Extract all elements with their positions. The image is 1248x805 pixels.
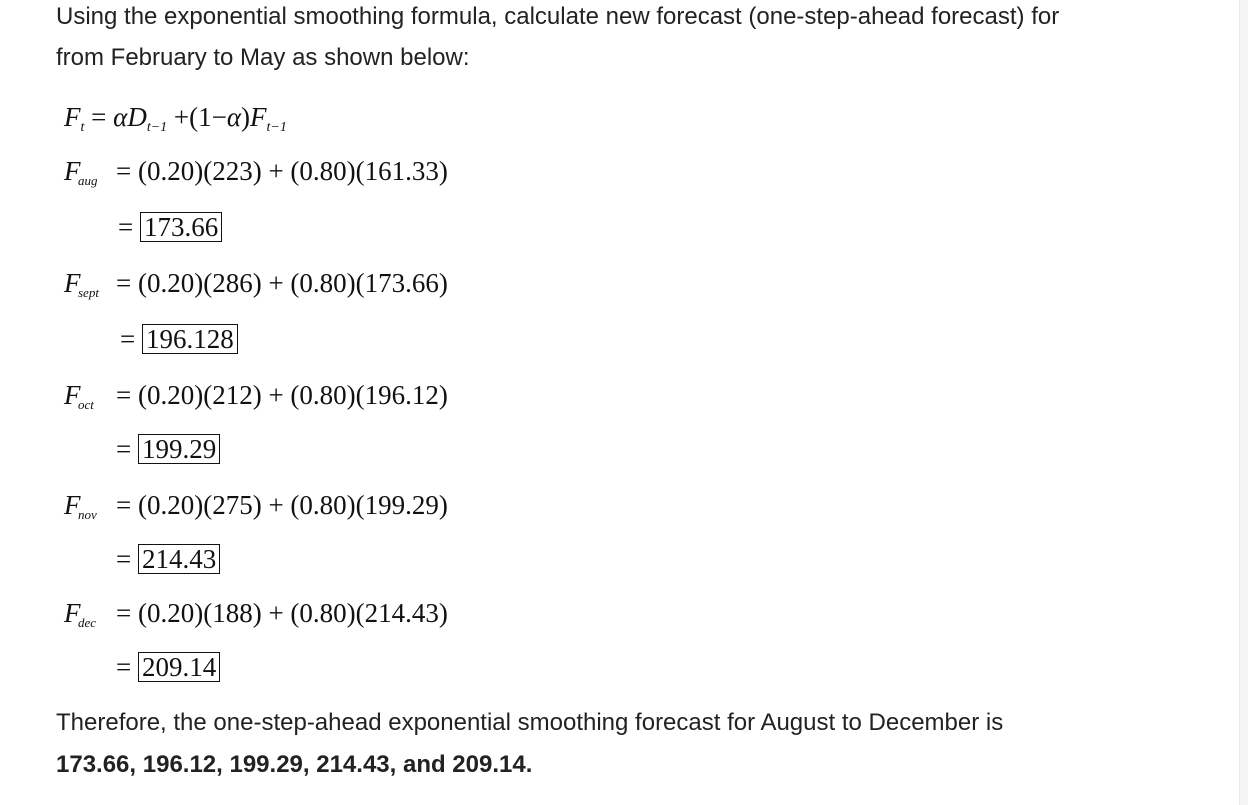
formula-lhs: F — [64, 102, 81, 132]
formula-d: D — [127, 102, 147, 132]
boxed-result: 199.29 — [137, 434, 221, 464]
eq-sign: = — [116, 434, 132, 464]
month-subscript: nov — [78, 507, 97, 522]
equation-expression: = (0.20)(286) + (0.80)(173.66) — [116, 268, 448, 298]
month-subscript: oct — [78, 397, 94, 412]
formula-rest-open: +(1− — [173, 102, 227, 132]
f-letter: F — [64, 598, 81, 628]
equation-expression: = (0.20)(275) + (0.80)(199.29) — [116, 490, 448, 520]
formula-alpha: α — [113, 102, 128, 132]
formula-rest-close: ) — [241, 102, 251, 132]
boxed-result: 209.14 — [137, 652, 221, 682]
eq-sign: = — [118, 212, 134, 242]
formula-lhs-sub: t — [80, 120, 85, 135]
intro-line-2: from February to May as shown below: — [56, 44, 470, 71]
month-subscript: dec — [78, 615, 97, 630]
formula-d-sub: t−1 — [146, 120, 168, 135]
f-letter: F — [64, 268, 81, 298]
equation-expression: = (0.20)(188) + (0.80)(214.43) — [116, 598, 448, 628]
result-row: = 196.128 — [120, 324, 238, 354]
equation-expression: = (0.20)(223) + (0.80)(161.33) — [116, 156, 448, 186]
result-row: = 214.43 — [116, 544, 221, 574]
eq-sign: = — [120, 324, 136, 354]
f-letter: F — [64, 380, 81, 410]
general-formula: Ft = αDt−1 +(1−α)Ft−1 — [64, 104, 287, 135]
eq-sign: = — [116, 544, 132, 574]
f-letter: F — [64, 156, 81, 186]
f-letter: F — [64, 490, 81, 520]
intro-line-1: Using the exponential smoothing formula,… — [56, 3, 1060, 30]
month-subscript: aug — [78, 173, 98, 188]
formula-alpha-2: α — [226, 102, 242, 132]
conclusion-line-1: Therefore, the one-step-ahead exponentia… — [56, 709, 1004, 736]
boxed-result: 196.128 — [141, 324, 238, 354]
formula-f: F — [250, 102, 267, 132]
conclusion-line-2: 173.66, 196.12, 199.29, 214.43, and 209.… — [56, 751, 533, 778]
equation-expression: = (0.20)(212) + (0.80)(196.12) — [116, 380, 448, 410]
formula-f-sub: t−1 — [266, 120, 287, 135]
boxed-result: 214.43 — [137, 544, 221, 574]
month-subscript: sept — [78, 285, 99, 300]
result-row: = 173.66 — [118, 212, 223, 242]
boxed-result: 173.66 — [139, 212, 223, 242]
scrollbar-edge — [1239, 0, 1248, 805]
eq-sign: = — [116, 652, 132, 682]
formula-eq: = — [91, 102, 107, 132]
result-row: = 209.14 — [116, 652, 221, 682]
result-row: = 199.29 — [116, 434, 221, 464]
